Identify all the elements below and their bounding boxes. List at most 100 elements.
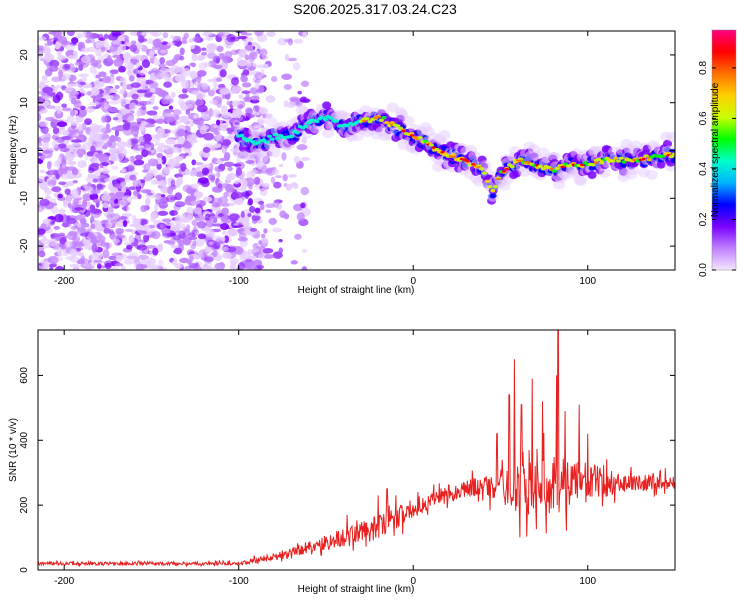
heatmap-noise-blob: [248, 206, 256, 213]
heatmap-noise-blob: [152, 38, 162, 48]
heatmap-noise-blob: [58, 181, 67, 185]
heatmap-noise-blob: [251, 170, 256, 177]
heatmap-noise-blob: [105, 123, 111, 129]
heatmap-halo: [248, 126, 261, 137]
heatmap-noise-blob: [122, 52, 131, 60]
heatmap-noise-blob: [108, 140, 117, 149]
heatmap-noise-blob: [113, 58, 124, 67]
heatmap-noise-blob: [96, 141, 104, 151]
heatmap-noise-blob: [122, 122, 131, 131]
heatmap-noise-blob: [159, 49, 168, 54]
spectrogram-y-axis: -20 -10 0 10 20: [19, 49, 675, 253]
heatmap-noise-blob: [146, 260, 152, 269]
heatmap-noise-blob: [163, 116, 175, 123]
heatmap-noise-blob: [191, 53, 198, 62]
heatmap-noise-blob: [78, 123, 83, 132]
heatmap-noise-blob: [271, 75, 278, 83]
heatmap-noise-blob: [201, 47, 207, 52]
x-tick-label: 100: [579, 276, 596, 287]
heatmap-noise-blob: [186, 259, 192, 265]
heatmap-noise-blob: [241, 90, 251, 95]
heatmap-noise-blob: [61, 135, 71, 141]
heatmap-noise-blob: [101, 145, 108, 150]
heatmap-noise-blob: [43, 260, 50, 270]
heatmap-noise-blob: [176, 128, 186, 137]
heatmap-noise-blob: [159, 45, 166, 50]
heatmap-noise-blob: [96, 63, 102, 69]
x-tick-label: -100: [229, 576, 249, 587]
heatmap-noise-blob: [49, 91, 56, 98]
heatmap-noise-blob: [221, 35, 229, 40]
heatmap-noise-blob: [258, 240, 263, 245]
heatmap-noise-blob: [118, 216, 128, 220]
heatmap-peak: [409, 131, 415, 136]
heatmap-noise-blob: [92, 178, 99, 183]
heatmap-noise-blob: [272, 227, 283, 233]
heatmap-peak: [264, 140, 270, 144]
heatmap-noise-blob: [230, 217, 237, 224]
heatmap-noise-blob: [252, 243, 259, 250]
heatmap-noise-blob: [220, 236, 226, 242]
heatmap-noise-blob: [67, 55, 76, 60]
heatmap-noise-blob: [75, 247, 81, 252]
heatmap-noise-blob: [95, 49, 103, 57]
heatmap-noise-blob: [69, 91, 78, 100]
heatmap-noise-blob: [283, 100, 289, 108]
heatmap-noise-blob: [85, 31, 93, 40]
heatmap-noise-blob: [66, 31, 75, 37]
heatmap-noise-blob: [76, 108, 87, 118]
heatmap-noise-blob: [212, 109, 220, 118]
heatmap-noise-blob: [223, 191, 229, 198]
heatmap-halo: [268, 147, 281, 158]
heatmap-noise-blob: [72, 180, 78, 184]
heatmap-noise-blob: [192, 225, 198, 235]
heatmap-noise-blob: [38, 250, 46, 258]
heatmap-noise-blob: [271, 168, 280, 175]
heatmap-noise-blob: [148, 49, 155, 59]
heatmap-noise-blob: [263, 228, 268, 234]
heatmap-noise-blob: [159, 223, 164, 229]
heatmap-noise-blob: [189, 70, 198, 80]
heatmap-peak: [384, 120, 390, 125]
heatmap-halo: [256, 153, 269, 164]
heatmap-noise-blob: [179, 47, 185, 56]
heatmap-noise-blob: [69, 256, 80, 263]
heatmap-noise-blob: [80, 105, 86, 110]
heatmap-noise-blob: [89, 204, 96, 211]
heatmap-noise-blob: [207, 89, 215, 97]
heatmap-noise-blob: [76, 148, 87, 156]
heatmap-noise-blob: [245, 36, 254, 42]
heatmap-noise-blob: [153, 57, 159, 66]
heatmap-noise-blob: [54, 213, 64, 223]
heatmap-noise-blob: [88, 157, 97, 162]
heatmap-noise-blob: [219, 88, 231, 95]
heatmap-noise-blob: [151, 67, 159, 73]
heatmap-noise-blob: [39, 169, 46, 174]
heatmap-noise-blob: [202, 196, 213, 203]
colorbar-tick-label: 0.2: [698, 212, 709, 226]
heatmap-noise-blob: [38, 112, 42, 122]
heatmap-noise-blob: [144, 123, 156, 128]
x-tick-label: -200: [54, 276, 74, 287]
heatmap-noise-blob: [49, 59, 60, 68]
heatmap-noise-blob: [165, 138, 176, 145]
heatmap-peak: [560, 165, 565, 169]
heatmap-peak: [272, 132, 278, 137]
heatmap-noise-blob: [152, 113, 159, 121]
heatmap-noise-blob: [58, 69, 63, 78]
heatmap-noise-blob: [114, 183, 124, 189]
heatmap-noise-blob: [301, 98, 311, 103]
heatmap-noise-blob: [128, 74, 135, 82]
heatmap-noise-blob: [76, 32, 83, 39]
heatmap-noise-blob: [51, 76, 62, 83]
heatmap-peak: [303, 124, 309, 129]
heatmap-peak: [367, 119, 373, 124]
heatmap-noise-blob: [220, 223, 229, 231]
heatmap-noise-blob: [121, 186, 127, 194]
heatmap-noise-blob: [171, 91, 176, 99]
heatmap-noise-blob: [293, 155, 301, 164]
heatmap-noise-blob: [138, 230, 148, 235]
heatmap-noise-blob: [67, 202, 72, 208]
heatmap-ridge: [670, 157, 675, 163]
heatmap-noise-blob: [178, 93, 189, 99]
